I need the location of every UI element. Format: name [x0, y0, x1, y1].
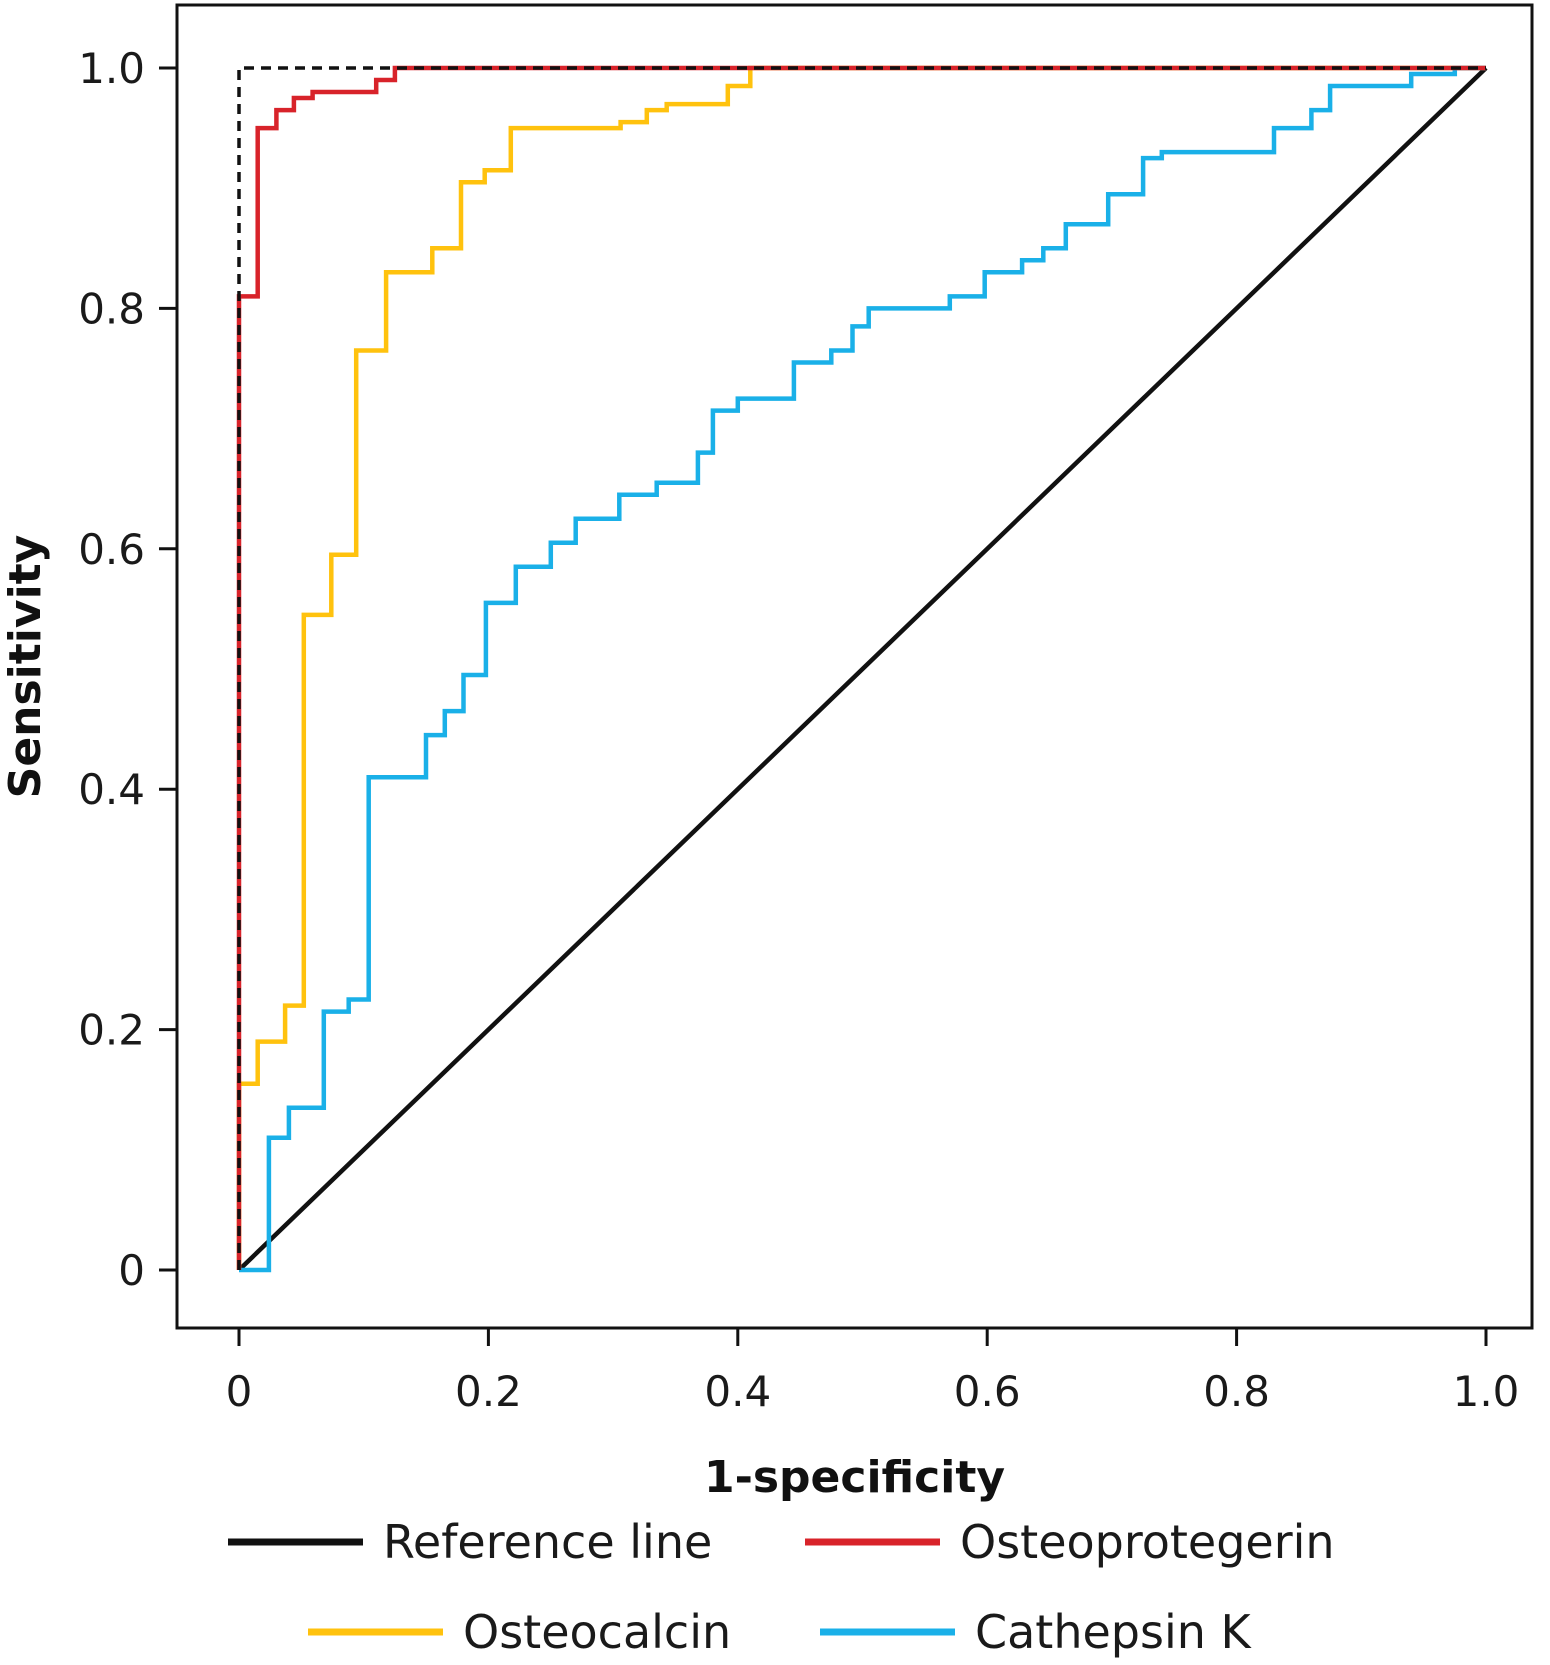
y-tick-label: 1.0: [78, 44, 145, 93]
series-line-osteocalcin: [236, 65, 1486, 1270]
legend-label: Osteoprotegerin: [960, 1515, 1335, 1569]
series-line-cathepsin-k: [239, 65, 1486, 1273]
x-tick-label: 0.4: [704, 1367, 771, 1416]
y-axis: 0 0.2 0.4 0.6 0.8 1.0: [78, 44, 177, 1295]
legend-label: Reference line: [383, 1515, 712, 1569]
x-axis: 0 0.2 0.4 0.6 0.8 1.0: [226, 1328, 1520, 1416]
series-line-osteoprotegerin: [236, 65, 1486, 1270]
legend-label: Cathepsin K: [975, 1605, 1253, 1659]
y-tick-label: 0: [118, 1246, 145, 1295]
series-line-dashed: [237, 66, 1486, 1270]
x-tick-label: 0: [226, 1367, 253, 1416]
x-axis-title: 1-specificity: [704, 1452, 1005, 1503]
x-tick-label: 1.0: [1453, 1367, 1520, 1416]
y-axis-title: Sensitivity: [0, 535, 51, 799]
y-tick-label: 0.4: [78, 765, 145, 814]
legend-label: Osteocalcin: [463, 1605, 731, 1659]
x-tick-label: 0.6: [954, 1367, 1021, 1416]
y-tick-label: 0.8: [78, 284, 145, 333]
series-layer: [236, 65, 1488, 1273]
series-line-reference-line: [237, 66, 1488, 1272]
y-tick-label: 0.6: [78, 525, 145, 574]
plot-frame: [175, 3, 1534, 1330]
x-tick-label: 0.8: [1203, 1367, 1270, 1416]
x-tick-label: 0.2: [455, 1367, 522, 1416]
legend: Reference line Osteoprotegerin Osteocalcin…: [228, 1515, 1335, 1659]
y-tick-label: 0.2: [78, 1006, 145, 1055]
